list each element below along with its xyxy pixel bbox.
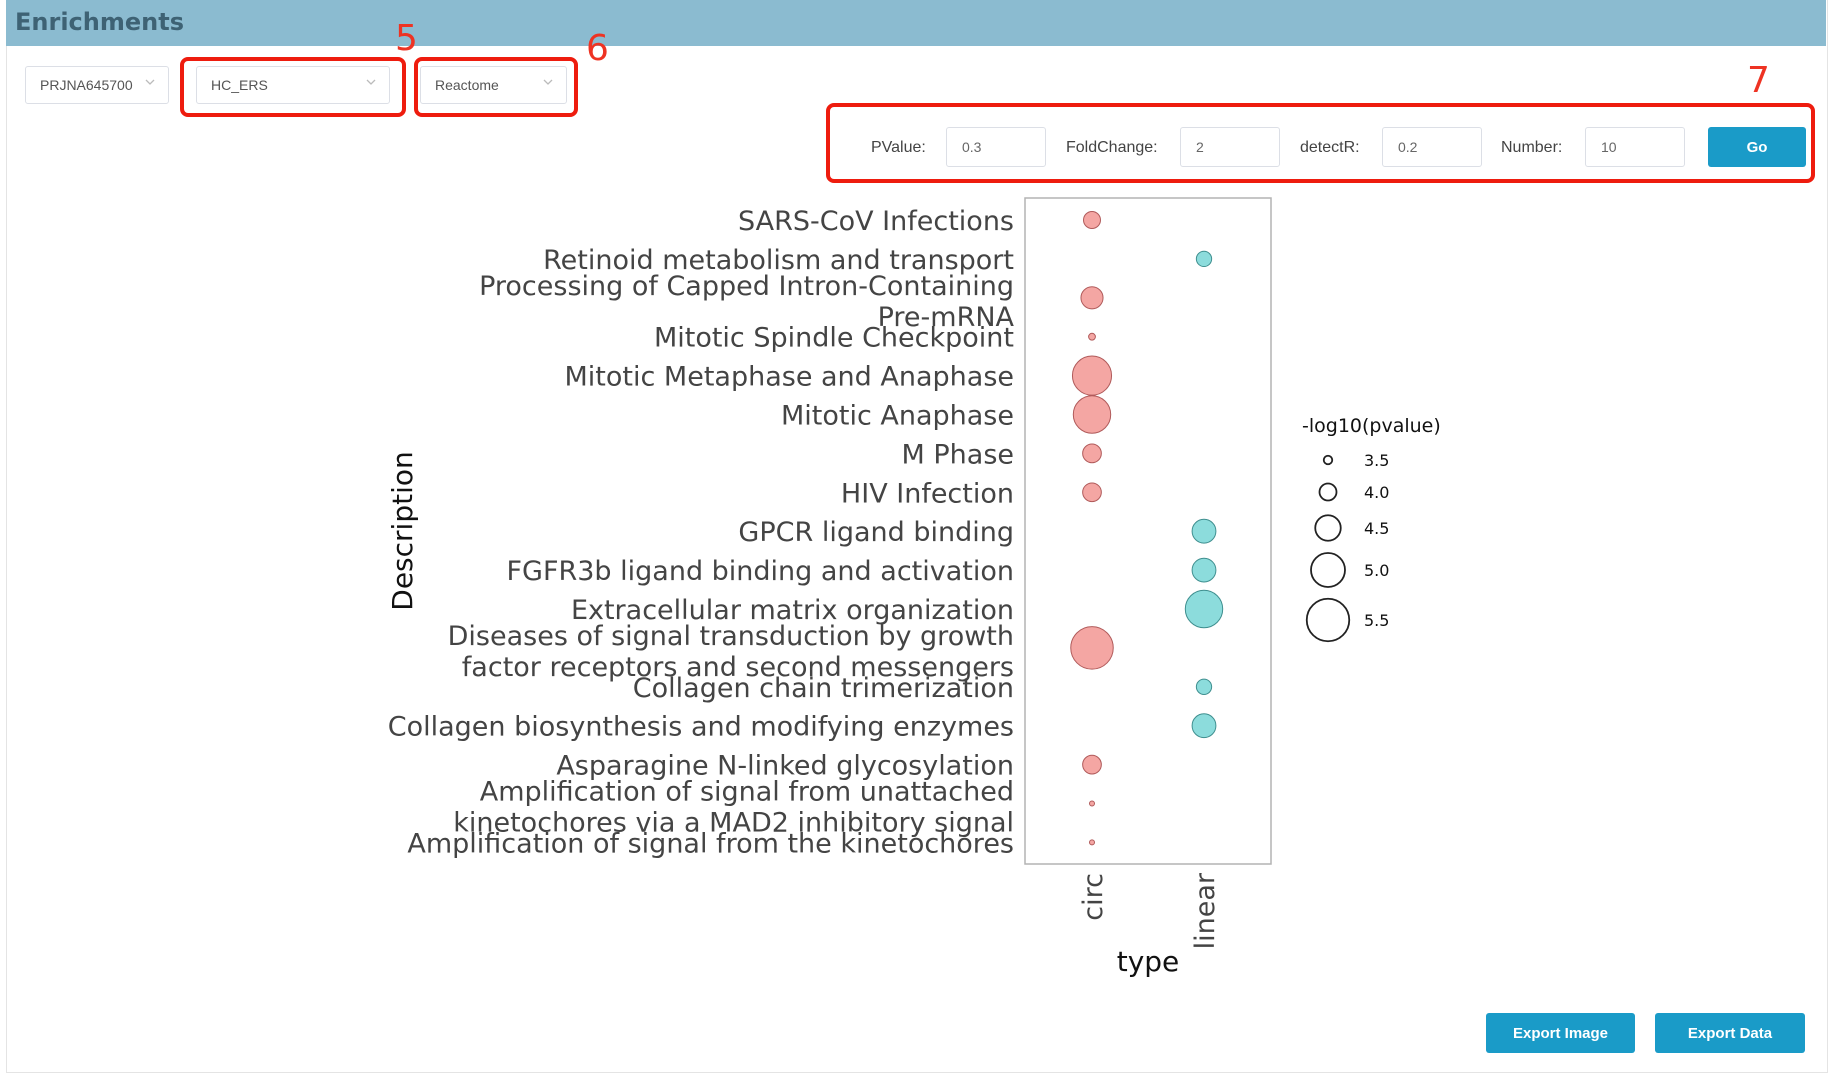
pvalue-input[interactable] xyxy=(946,127,1046,167)
data-point xyxy=(1089,839,1095,846)
number-input[interactable] xyxy=(1585,127,1685,167)
y-tick-label: Amplification of signal from unattached xyxy=(480,777,1014,808)
page-title: Enrichments xyxy=(15,8,184,36)
y-tick-label: HIV Infection xyxy=(841,478,1014,509)
pvalue-label: PValue: xyxy=(871,139,926,156)
y-tick-label: FGFR3b ligand binding and activation xyxy=(507,556,1015,587)
x-tick-label: circ xyxy=(1078,873,1109,921)
data-point xyxy=(1191,713,1217,739)
data-point xyxy=(1191,557,1217,583)
y-tick-label: factor receptors and second messengers xyxy=(462,652,1014,683)
enrichment-dotplot: SARS-CoV Infections Retinoid metabolism a… xyxy=(386,197,1441,978)
data-point xyxy=(1195,250,1213,268)
data-point xyxy=(1080,286,1104,310)
legend-size-circle xyxy=(1314,514,1342,542)
legend-title: -log10(pvalue) xyxy=(1302,415,1441,437)
y-tick-label: Mitotic Anaphase xyxy=(781,401,1014,432)
database-select-value: Reactome xyxy=(435,77,499,93)
y-tick-label: Amplification of signal from the kinetoc… xyxy=(407,828,1014,859)
go-button[interactable]: Go xyxy=(1708,127,1806,167)
y-tick-label: Asparagine N-linked glycosylation xyxy=(556,751,1014,782)
y-tick-label: M Phase xyxy=(902,439,1015,470)
data-point xyxy=(1195,678,1213,695)
legend-size-circle xyxy=(1322,454,1334,466)
y-tick-label: Pre-mRNA xyxy=(878,302,1015,333)
y-axis-title: Description xyxy=(386,451,419,610)
data-point xyxy=(1071,355,1113,396)
chevron-down-icon xyxy=(366,79,376,85)
x-tick-label: linear xyxy=(1190,872,1221,949)
legend-size-circle xyxy=(1318,482,1338,502)
legend-size-label: 3.5 xyxy=(1364,451,1389,470)
data-point xyxy=(1089,800,1095,807)
legend-size-label: 5.5 xyxy=(1364,611,1389,630)
callout-number-7: 7 xyxy=(1747,60,1770,101)
data-point xyxy=(1184,589,1224,629)
legend-size-circle xyxy=(1310,552,1346,588)
callout-number-6: 6 xyxy=(586,28,609,69)
legend-size-label: 5.0 xyxy=(1364,561,1389,580)
page-header: Enrichments xyxy=(6,0,1826,46)
x-axis-title: type xyxy=(1117,945,1180,978)
foldchange-label: FoldChange: xyxy=(1066,139,1158,156)
plot-panel xyxy=(1024,197,1272,865)
detectr-input[interactable] xyxy=(1382,127,1482,167)
number-label: Number: xyxy=(1501,139,1563,156)
y-tick-label: Collagen biosynthesis and modifying enzy… xyxy=(388,712,1014,743)
y-tick-label: kinetochores via a MAD2 inhibitory signa… xyxy=(453,808,1014,839)
y-tick-label: Diseases of signal transduction by growt… xyxy=(448,621,1014,652)
data-point xyxy=(1072,395,1112,434)
y-tick-label: GPCR ligand binding xyxy=(738,517,1014,548)
legend-size-circle xyxy=(1305,597,1351,643)
legend-size-label: 4.5 xyxy=(1364,519,1389,538)
foldchange-input[interactable] xyxy=(1180,127,1280,167)
project-select[interactable]: PRJNA645700 xyxy=(25,66,169,104)
database-select[interactable]: Reactome xyxy=(420,66,567,104)
data-point xyxy=(1082,754,1102,775)
data-point xyxy=(1082,482,1102,503)
export-data-button[interactable]: Export Data xyxy=(1655,1013,1805,1053)
data-point xyxy=(1082,443,1102,464)
y-tick-label: Processing of Capped Intron-Containing xyxy=(479,271,1014,302)
y-tick-label: Extracellular matrix organization xyxy=(571,595,1014,626)
data-point xyxy=(1191,518,1217,544)
page-container xyxy=(6,0,1828,1073)
data-point xyxy=(1088,332,1096,341)
group-select-value: HC_ERS xyxy=(211,77,268,93)
project-select-value: PRJNA645700 xyxy=(40,77,133,93)
y-tick-label: Mitotic Metaphase and Anaphase xyxy=(565,362,1015,393)
data-point xyxy=(1070,626,1114,670)
y-tick-label: Collagen chain trimerization xyxy=(633,673,1014,704)
group-select[interactable]: HC_ERS xyxy=(196,66,390,104)
y-tick-label: Retinoid metabolism and transport xyxy=(543,245,1014,276)
chevron-down-icon xyxy=(145,79,155,85)
detectr-label: detectR: xyxy=(1300,139,1360,156)
legend-size-label: 4.0 xyxy=(1364,483,1389,502)
y-tick-label: Mitotic Spindle Checkpoint xyxy=(654,323,1014,354)
chevron-down-icon xyxy=(543,79,553,85)
y-tick-label: SARS-CoV Infections xyxy=(738,206,1014,237)
data-point xyxy=(1083,211,1101,229)
export-image-button[interactable]: Export Image xyxy=(1486,1013,1635,1053)
callout-number-5: 5 xyxy=(395,18,418,59)
